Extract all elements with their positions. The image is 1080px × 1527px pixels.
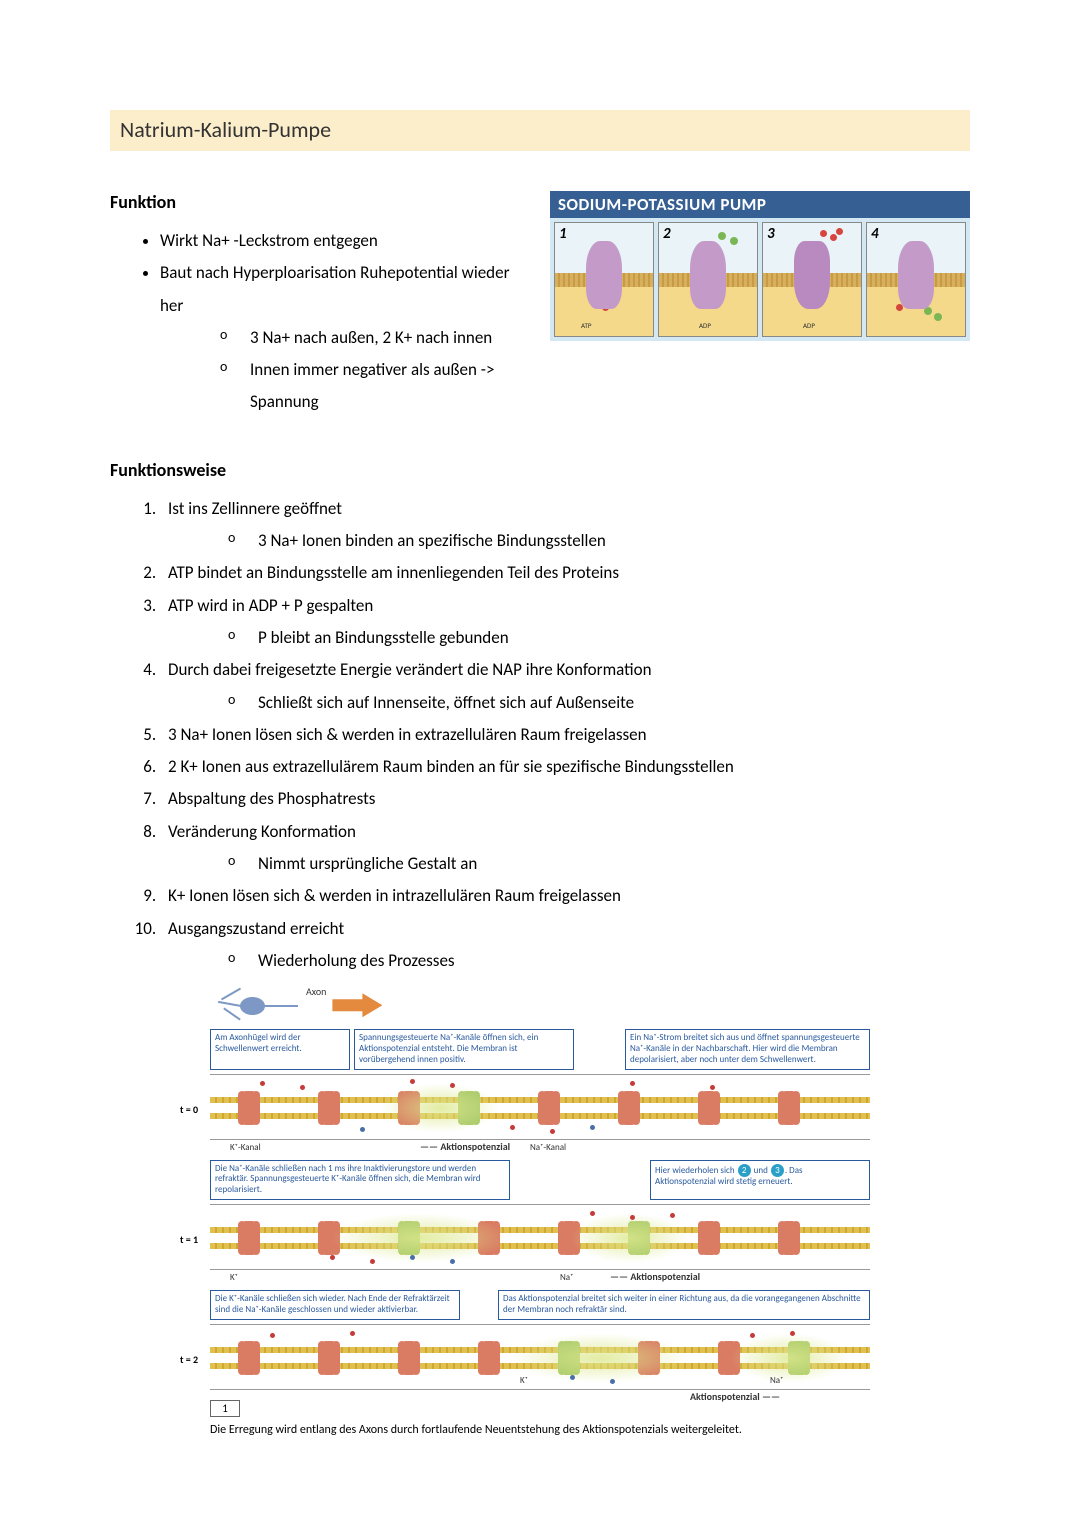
channel-icon [620, 1091, 638, 1125]
list-item: Abspaltung des Phosphatrests [160, 783, 970, 815]
heading-funktion: Funktion [110, 191, 530, 213]
pump-protein-icon [794, 241, 829, 309]
list-item: ATP wird in ADP + P gespalten P bleibt a… [160, 590, 970, 655]
list-item: K+ Ionen lösen sich & werden in intrazel… [160, 880, 970, 912]
caption-box: Das Aktionspotenzial breitet sich weiter… [498, 1290, 870, 1320]
channel-icon [780, 1221, 798, 1255]
figure-caption: Die Erregung wird entlang des Axons durc… [210, 1423, 870, 1437]
list-item: Innen immer negativer als außen -> Spann… [220, 354, 530, 419]
caption-row-3: Die K⁺-Kanäle schließen sich wieder. Nac… [210, 1290, 870, 1320]
channel-icon [540, 1091, 558, 1125]
sublist: 3 Na+ nach außen, 2 K+ nach innen Innen … [220, 322, 530, 419]
ap-label: —— Aktionspotenzial [610, 1270, 700, 1283]
membrane-strip-t0: t = 0 K⁺-Kanal Na⁺-Kanal —— Aktionspoten… [210, 1074, 870, 1140]
channel-icon [320, 1091, 338, 1125]
list-item: 3 Na+ Ionen binden an spezifische Bindun… [228, 525, 970, 557]
figure-top-row: Axon [210, 985, 870, 1025]
funktion-list: Wirkt Na+ -Leckstrom entgegen Baut nach … [160, 225, 530, 419]
pump-panel-4: 4 [866, 222, 966, 337]
channel-icon [400, 1341, 418, 1375]
list-item: Wiederholung des Prozesses [228, 945, 970, 977]
channel-icon [700, 1091, 718, 1125]
list-text: Veränderung Konformation [168, 821, 356, 842]
time-label: t = 2 [180, 1353, 198, 1366]
ap-label: Aktionspotenzial —— [690, 1390, 780, 1403]
pump-protein-icon [898, 241, 933, 309]
page-title: Natrium-Kalium-Pumpe [110, 110, 970, 151]
k-label: K⁺ [520, 1375, 528, 1386]
pump-protein-icon [586, 241, 621, 309]
propagation-arrow-icon [332, 990, 382, 1020]
ap-label: —— Aktionspotenzial [420, 1140, 510, 1153]
list-item: P bleibt an Bindungsstelle gebunden [228, 622, 970, 654]
pump-protein-icon [690, 241, 725, 309]
adp-label: ADP [699, 321, 711, 330]
channel-icon [480, 1341, 498, 1375]
adp-label: ADP [803, 321, 815, 330]
channel-icon [780, 1091, 798, 1125]
list-item: 2 K+ Ionen aus extrazellulärem Raum bind… [160, 751, 970, 783]
list-text: ATP wird in ADP + P gespalten [168, 595, 373, 616]
diagram-header: SODIUM-POTASSIUM PUMP [550, 191, 970, 218]
list-item: Veränderung Konformation Nimmt ursprüngl… [160, 816, 970, 881]
caption-box: Hier wiederholen sich 2 und 3. Das Aktio… [650, 1160, 870, 1200]
document-page: Natrium-Kalium-Pumpe Funktion Wirkt Na+ … [0, 0, 1080, 1467]
list-item: Baut nach Hyperploarisation Ruhepotentia… [160, 257, 530, 418]
funktion-text: Funktion Wirkt Na+ -Leckstrom entgegen B… [110, 191, 530, 419]
page-number: 1 [210, 1400, 240, 1417]
pump-panel-1: 1 ATP [554, 222, 654, 337]
list-item: Nimmt ursprüngliche Gestalt an [228, 848, 970, 880]
caption-row-2: Die Na⁺-Kanäle schließen nach 1 ms ihre … [210, 1160, 870, 1200]
pump-panel-2: 2 ADP [658, 222, 758, 337]
channel-icon [240, 1221, 258, 1255]
list-item: Schließt sich auf Innenseite, öffnet sic… [228, 687, 970, 719]
list-item: ATP bindet an Bindungsstelle am innenlie… [160, 557, 970, 589]
list-item: Wirkt Na+ -Leckstrom entgegen [160, 225, 530, 257]
sodium-potassium-pump-diagram: SODIUM-POTASSIUM PUMP 1 ATP 2 [550, 191, 970, 341]
channel-label: K⁺-Kanal [230, 1142, 261, 1153]
funktion-row: Funktion Wirkt Na+ -Leckstrom entgegen B… [110, 191, 970, 419]
list-item: 3 Na+ nach außen, 2 K+ nach innen [220, 322, 530, 354]
time-label: t = 0 [180, 1103, 198, 1116]
list-text: Ausgangszustand erreicht [168, 918, 344, 939]
caption-box: Spannungsgesteuerte Na⁺-Kanäle öffnen si… [354, 1029, 574, 1069]
na-label: Na⁺ [770, 1375, 783, 1386]
channel-icon [320, 1341, 338, 1375]
list-text: Baut nach Hyperploarisation Ruhepotentia… [160, 262, 510, 315]
membrane-strip-t1: t = 1 K⁺ Na⁺ —— Aktionspotenzial [210, 1204, 870, 1270]
atp-label: ATP [581, 321, 592, 330]
channel-icon [700, 1221, 718, 1255]
diagram-panels: 1 ATP 2 ADP [550, 218, 970, 341]
list-text: Durch dabei freigesetzte Energie verände… [168, 659, 652, 680]
axon-label: Axon [306, 985, 326, 998]
k-label: K⁺ [230, 1272, 238, 1283]
heading-funktionsweise: Funktionsweise [110, 459, 970, 481]
na-label: Na⁺ [560, 1272, 573, 1283]
membrane-strip-t2: t = 2 K⁺ Na⁺ Aktionspotenzial —— [210, 1324, 870, 1390]
caption-box: Die Na⁺-Kanäle schließen nach 1 ms ihre … [210, 1160, 510, 1200]
time-label: t = 1 [180, 1233, 198, 1246]
neuron-icon [210, 985, 300, 1025]
caption-box: Ein Na⁺-Strom breitet sich aus und öffne… [625, 1029, 870, 1069]
list-item: Ausgangszustand erreicht Wiederholung de… [160, 913, 970, 978]
funktionsweise-list: Ist ins Zellinnere geöffnet 3 Na+ Ionen … [140, 493, 970, 977]
panel-number: 1 [559, 225, 567, 243]
panel-number: 2 [663, 225, 671, 243]
panel-number: 4 [871, 225, 879, 243]
list-item: Ist ins Zellinnere geöffnet 3 Na+ Ionen … [160, 493, 970, 558]
axon-propagation-figure: Axon Am Axonhügel wird der Schwellenwert… [210, 985, 870, 1436]
panel-number: 3 [767, 225, 775, 243]
channel-label: Na⁺-Kanal [530, 1142, 566, 1153]
pump-panel-3: 3 ADP [762, 222, 862, 337]
channel-icon [240, 1341, 258, 1375]
caption-row-1: Am Axonhügel wird der Schwellenwert erre… [210, 1029, 870, 1069]
caption-box: Am Axonhügel wird der Schwellenwert erre… [210, 1029, 350, 1069]
caption-box: Die K⁺-Kanäle schließen sich wieder. Nac… [210, 1290, 460, 1320]
list-item: 3 Na+ Ionen lösen sich & werden in extra… [160, 719, 970, 751]
list-text: Ist ins Zellinnere geöffnet [168, 498, 342, 519]
list-item: Durch dabei freigesetzte Energie verände… [160, 654, 970, 719]
channel-icon [240, 1091, 258, 1125]
